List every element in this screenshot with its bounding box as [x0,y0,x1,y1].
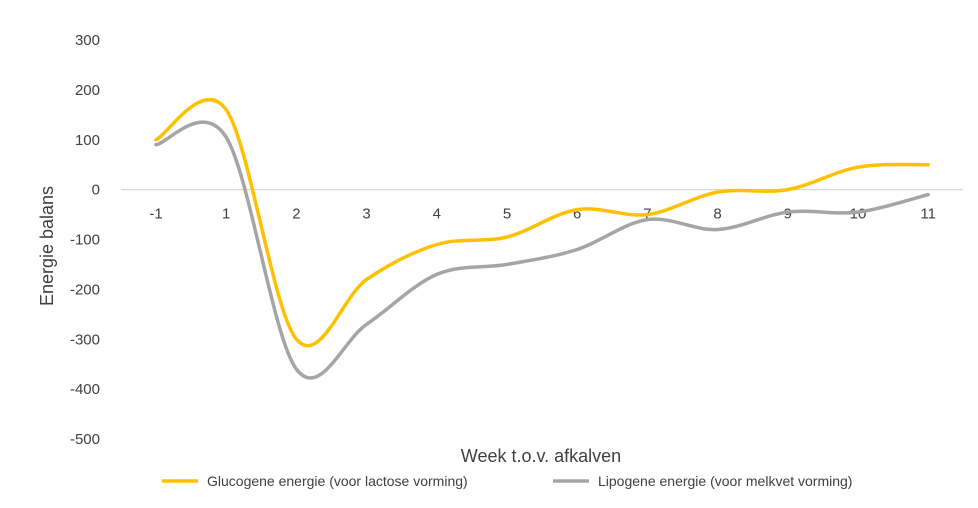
series-line-2 [154,120,930,380]
x-tick-label: 1 [222,206,230,223]
x-tick-label: 2 [292,206,300,223]
x-tick-label: 5 [503,206,511,223]
series-line-1 [154,98,930,348]
x-tick-label: -1 [149,206,162,223]
y-axis-label: Energie balans [37,186,57,306]
y-tick-label: 200 [75,82,100,99]
legend: Glucogene energie (voor lactose vorming)… [162,473,852,489]
y-tick-label: 0 [92,182,100,199]
y-tick-label: -200 [70,281,100,298]
series-lines [154,98,930,380]
y-axis-tick-labels: 300 200 100 0 -100 -200 -300 -400 -500 [70,32,100,448]
legend-label-1: Glucogene energie (voor lactose vorming) [207,473,468,489]
x-tick-label: 11 [920,206,936,223]
x-tick-label: 9 [784,206,792,223]
x-axis-label: Week t.o.v. afkalven [461,446,621,466]
x-tick-label: 6 [573,206,581,223]
y-tick-label: -400 [70,381,100,398]
x-tick-label: 4 [433,206,441,223]
y-tick-label: -500 [70,431,100,448]
y-tick-label: 100 [75,132,100,149]
y-tick-label: -300 [70,331,100,348]
x-axis-tick-labels: -1 1 2 3 4 5 6 7 8 9 10 11 [149,206,936,223]
y-tick-label: 300 [75,32,100,49]
x-tick-label: 8 [713,206,721,223]
y-tick-label: -100 [70,232,100,249]
x-tick-label: 3 [362,206,370,223]
legend-label-2: Lipogene energie (voor melkvet vorming) [598,473,852,489]
